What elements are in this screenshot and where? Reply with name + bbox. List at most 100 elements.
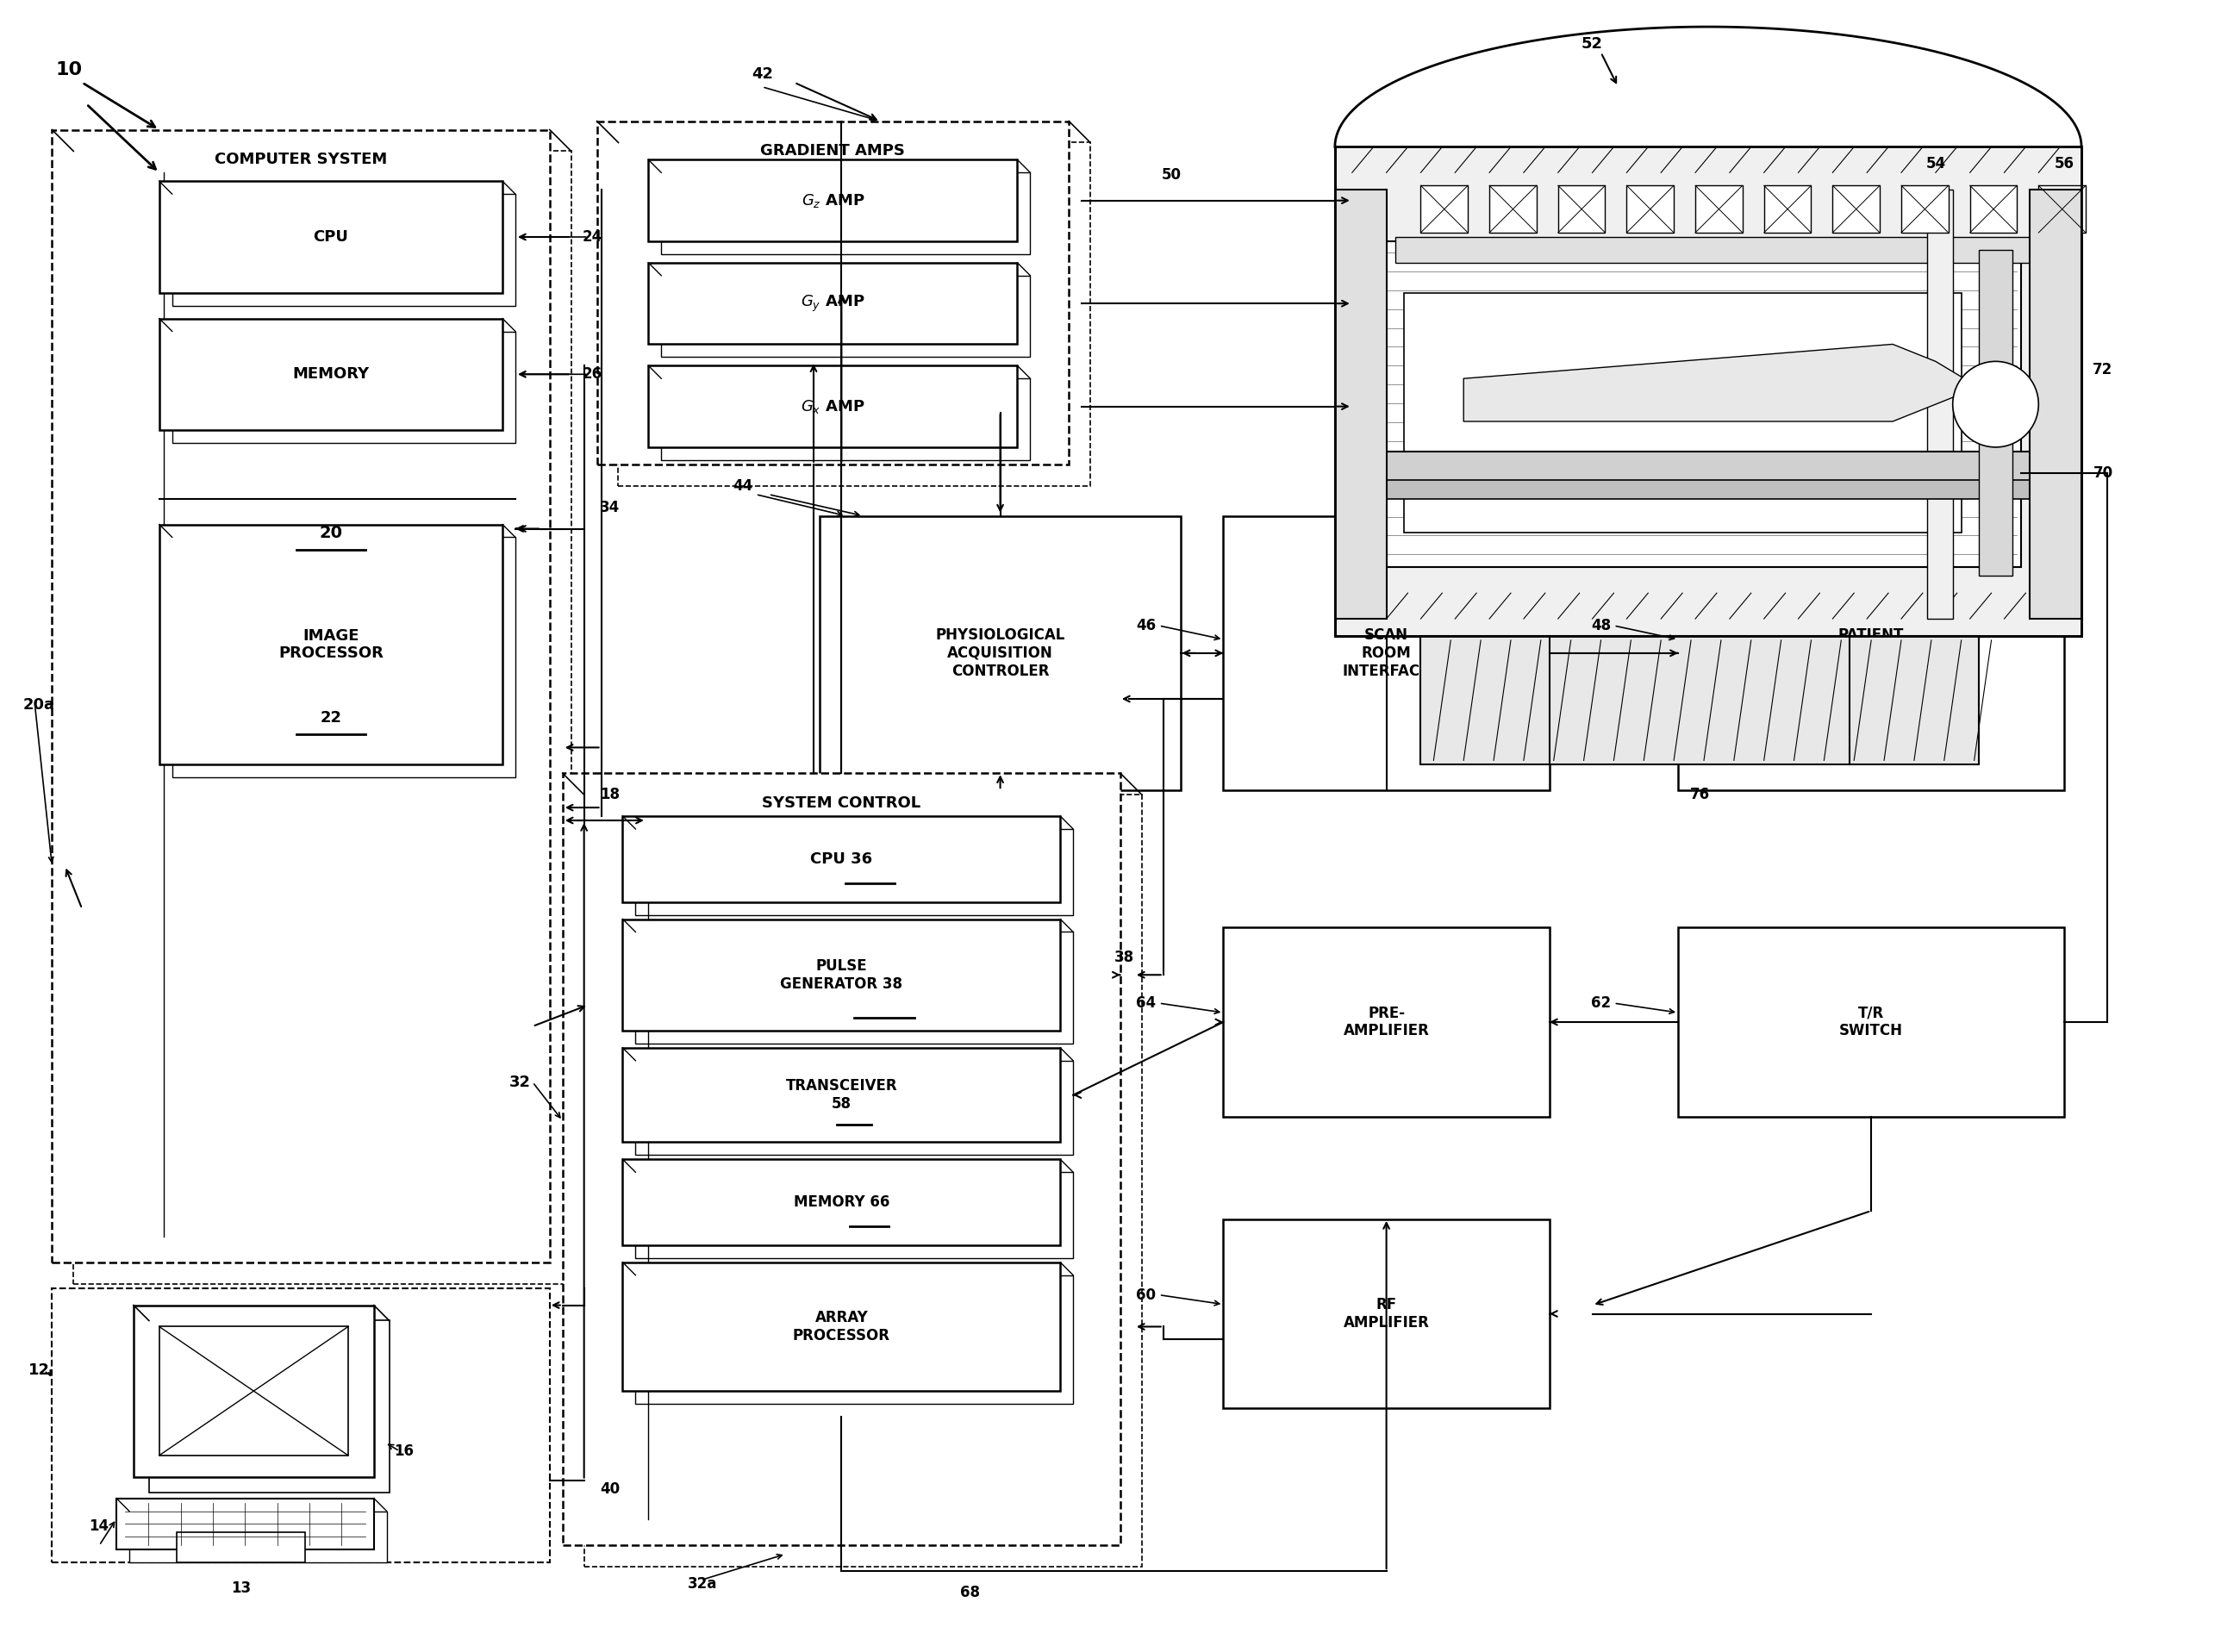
Bar bbox=[129, 1512, 386, 1563]
Text: 68: 68 bbox=[959, 1584, 979, 1601]
Bar bbox=[662, 172, 1031, 254]
Text: SYSTEM CONTROL: SYSTEM CONTROL bbox=[762, 796, 922, 811]
Text: CPU: CPU bbox=[313, 230, 349, 244]
Text: 20: 20 bbox=[320, 525, 342, 542]
Bar bbox=[1335, 147, 2081, 636]
Bar bbox=[820, 515, 1179, 790]
Bar bbox=[597, 121, 1068, 464]
Bar bbox=[51, 131, 551, 1262]
Bar bbox=[1404, 292, 1961, 534]
Bar bbox=[1970, 185, 2017, 233]
Bar bbox=[584, 795, 1142, 1566]
Bar bbox=[1224, 928, 1550, 1117]
Bar bbox=[1361, 451, 2063, 481]
Text: 12: 12 bbox=[29, 1363, 49, 1378]
Text: COMPUTER SYSTEM: COMPUTER SYSTEM bbox=[215, 152, 386, 167]
Text: PRE-
AMPLIFIER: PRE- AMPLIFIER bbox=[1344, 1006, 1430, 1039]
Text: 52: 52 bbox=[1581, 36, 1604, 51]
Text: $G_x$ AMP: $G_x$ AMP bbox=[802, 398, 864, 415]
Bar bbox=[2039, 185, 2086, 233]
Bar bbox=[173, 193, 515, 306]
Bar bbox=[1679, 928, 2063, 1117]
Bar bbox=[115, 1498, 373, 1550]
Bar bbox=[1832, 185, 1879, 233]
Bar bbox=[635, 1061, 1073, 1155]
Bar bbox=[1695, 185, 1743, 233]
Bar bbox=[622, 1160, 1059, 1246]
Text: $G_z$ AMP: $G_z$ AMP bbox=[802, 192, 864, 210]
Text: RF
AMPLIFIER: RF AMPLIFIER bbox=[1344, 1297, 1430, 1330]
Bar bbox=[622, 816, 1059, 902]
Bar bbox=[73, 152, 571, 1284]
Bar bbox=[1626, 185, 1675, 233]
Bar bbox=[173, 332, 515, 443]
Text: 44: 44 bbox=[733, 477, 753, 494]
Bar bbox=[622, 1262, 1059, 1391]
Bar bbox=[622, 1047, 1059, 1142]
Text: 20a: 20a bbox=[22, 697, 56, 712]
Bar bbox=[2030, 190, 2081, 620]
Text: 10: 10 bbox=[56, 61, 82, 78]
Bar bbox=[649, 160, 1017, 241]
Bar bbox=[1395, 236, 2039, 263]
Text: MEMORY: MEMORY bbox=[293, 367, 369, 382]
Bar bbox=[617, 142, 1091, 486]
Text: PHYSIOLOGICAL
ACQUISITION
CONTROLER: PHYSIOLOGICAL ACQUISITION CONTROLER bbox=[935, 628, 1066, 679]
Bar bbox=[1979, 249, 2012, 577]
Text: $G_y$ AMP: $G_y$ AMP bbox=[802, 294, 864, 314]
Bar bbox=[175, 1533, 304, 1563]
Text: 76: 76 bbox=[1690, 786, 1710, 803]
Text: 32: 32 bbox=[509, 1074, 531, 1090]
Bar bbox=[1224, 515, 1550, 790]
Text: 40: 40 bbox=[600, 1482, 620, 1497]
Text: 72: 72 bbox=[2092, 362, 2112, 378]
Bar bbox=[1353, 241, 2021, 567]
Bar bbox=[1928, 190, 1952, 620]
Bar bbox=[662, 378, 1031, 459]
Text: 26: 26 bbox=[582, 367, 602, 382]
Text: IMAGE
PROCESSOR: IMAGE PROCESSOR bbox=[278, 628, 384, 661]
Text: 48: 48 bbox=[1590, 618, 1610, 633]
Bar bbox=[173, 537, 515, 778]
Bar bbox=[51, 1289, 551, 1563]
Bar bbox=[160, 182, 502, 292]
Text: 54: 54 bbox=[1926, 157, 1946, 172]
Text: 22: 22 bbox=[320, 710, 342, 725]
Text: 62: 62 bbox=[1590, 996, 1610, 1011]
Text: 38: 38 bbox=[1115, 950, 1135, 965]
Bar bbox=[649, 263, 1017, 344]
Bar bbox=[160, 1327, 349, 1455]
Text: 16: 16 bbox=[393, 1444, 413, 1459]
Text: 42: 42 bbox=[751, 66, 773, 81]
Text: PATIENT
POSITIONING
SYSTEM: PATIENT POSITIONING SYSTEM bbox=[1817, 628, 1926, 679]
Text: 70: 70 bbox=[2092, 466, 2112, 481]
Text: 13: 13 bbox=[231, 1581, 251, 1596]
Bar bbox=[1557, 185, 1606, 233]
Text: 56: 56 bbox=[2054, 157, 2074, 172]
Text: 46: 46 bbox=[1137, 618, 1157, 633]
Text: 14: 14 bbox=[89, 1518, 109, 1535]
Bar bbox=[562, 773, 1119, 1546]
Bar bbox=[1679, 515, 2063, 790]
Bar bbox=[1335, 190, 1386, 620]
Text: ARRAY
PROCESSOR: ARRAY PROCESSOR bbox=[793, 1310, 891, 1343]
Text: 64: 64 bbox=[1137, 996, 1157, 1011]
Bar bbox=[1901, 185, 1948, 233]
Text: TRANSCEIVER
58: TRANSCEIVER 58 bbox=[786, 1079, 897, 1112]
Text: SCAN
ROOM
INTERFACE: SCAN ROOM INTERFACE bbox=[1344, 628, 1430, 679]
Polygon shape bbox=[1464, 344, 1979, 421]
Bar bbox=[160, 524, 502, 765]
Circle shape bbox=[1952, 362, 2039, 448]
Bar bbox=[160, 319, 502, 430]
Bar bbox=[1763, 185, 1810, 233]
Bar bbox=[635, 829, 1073, 915]
Bar bbox=[1421, 185, 1468, 233]
Text: T/R
SWITCH: T/R SWITCH bbox=[1839, 1006, 1903, 1039]
Text: 32a: 32a bbox=[686, 1576, 717, 1593]
Bar bbox=[635, 1173, 1073, 1259]
Bar bbox=[622, 919, 1059, 1031]
Text: 50: 50 bbox=[1162, 167, 1182, 182]
Text: CPU 36: CPU 36 bbox=[811, 851, 873, 867]
Text: 60: 60 bbox=[1137, 1287, 1155, 1303]
Bar bbox=[635, 932, 1073, 1044]
